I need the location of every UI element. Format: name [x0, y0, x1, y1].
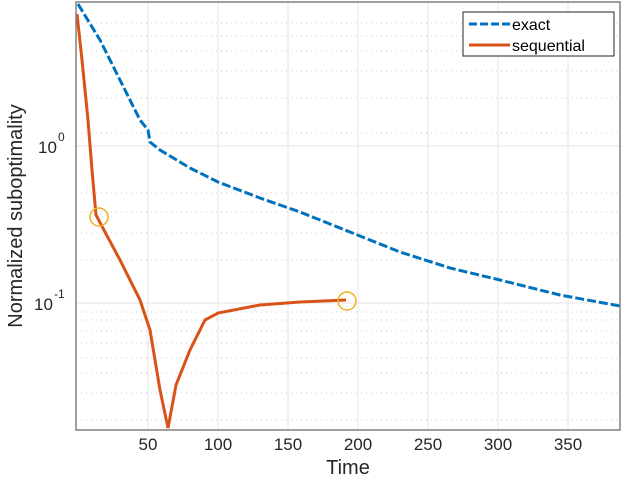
svg-text:50: 50	[139, 435, 158, 454]
x-axis-label: Time	[326, 457, 370, 478]
y-axis-label: Normalized suboptimality	[5, 104, 27, 327]
marker-circle	[337, 291, 357, 311]
y-tick-labels: 100 10-1	[34, 130, 65, 314]
svg-text:exact: exact	[512, 17, 551, 34]
svg-text:sequential: sequential	[512, 38, 585, 55]
minor-grid	[76, 22, 620, 421]
marker-circle	[89, 207, 109, 227]
svg-text:350: 350	[554, 435, 582, 454]
svg-text:10: 10	[34, 295, 53, 314]
svg-text:150: 150	[274, 435, 302, 454]
svg-text:250: 250	[414, 435, 442, 454]
svg-text:-1: -1	[54, 287, 65, 301]
svg-text:100: 100	[204, 435, 232, 454]
x-tick-labels: 50 100 150 200 250 300 350	[139, 435, 583, 454]
svg-text:300: 300	[484, 435, 512, 454]
series-sequential	[75, 13, 347, 429]
grid	[76, 2, 620, 430]
axes-box	[75, 1, 621, 431]
series-exact	[76, 3, 621, 308]
svg-text:0: 0	[58, 130, 65, 144]
legend: exact sequential	[462, 11, 615, 57]
svg-text:10: 10	[38, 138, 57, 157]
svg-text:200: 200	[344, 435, 372, 454]
